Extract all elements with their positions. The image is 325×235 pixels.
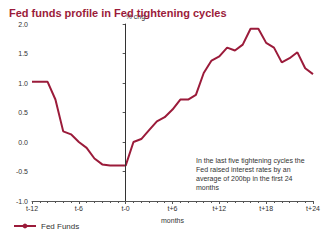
svg-text:-1.0: -1.0 (16, 198, 28, 205)
svg-text:0.0: 0.0 (18, 139, 28, 146)
svg-text:In the last five tightening cy: In the last five tightening cycles the (196, 157, 307, 165)
svg-text:Fed funds profile in Fed tight: Fed funds profile in Fed tightening cycl… (9, 7, 227, 19)
svg-text:average of 200bp in the first: average of 200bp in the first 24 (196, 175, 294, 183)
svg-text:t+6: t+6 (168, 205, 178, 212)
svg-text:Fed raised interest rates by a: Fed raised interest rates by an (196, 166, 293, 174)
svg-text:months: months (161, 217, 184, 224)
svg-text:t+24: t+24 (306, 205, 320, 212)
svg-text:t-6: t-6 (75, 205, 83, 212)
svg-text:0.5: 0.5 (18, 109, 28, 116)
svg-text:months: months (196, 184, 219, 191)
svg-text:1.0: 1.0 (18, 80, 28, 87)
svg-text:-0.5: -0.5 (16, 168, 28, 175)
svg-text:1.5: 1.5 (18, 50, 28, 57)
svg-text:Fed Funds: Fed Funds (41, 222, 79, 231)
svg-text:t-0: t-0 (122, 205, 130, 212)
svg-text:2.0: 2.0 (18, 21, 28, 28)
svg-text:t+12: t+12 (212, 205, 226, 212)
svg-text:t-12: t-12 (26, 205, 38, 212)
svg-text:t+18: t+18 (259, 205, 273, 212)
